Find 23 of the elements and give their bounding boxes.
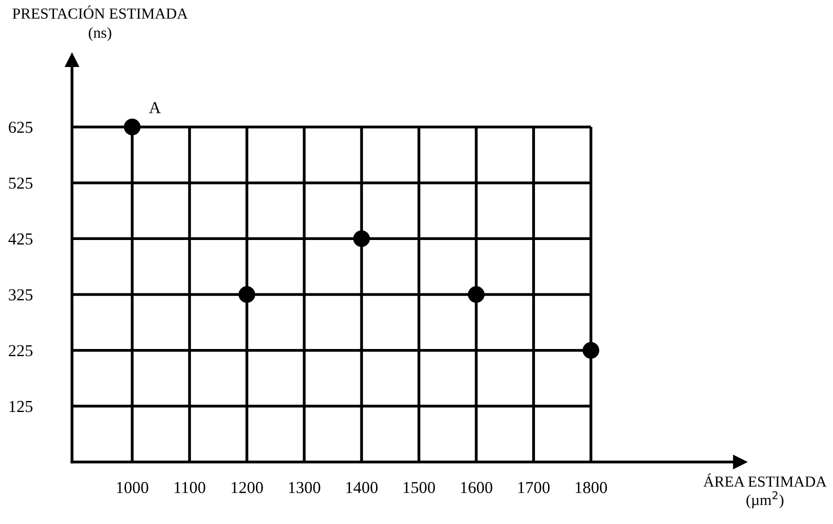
y-tick-label: 225 <box>8 345 32 356</box>
x-tick-label: 1000 <box>117 482 148 494</box>
y-tick-label: 125 <box>10 400 32 412</box>
x-tick-label: 1400 <box>346 482 378 494</box>
point <box>582 342 600 359</box>
x-tick-label: 1800 <box>576 482 607 494</box>
point <box>353 230 370 247</box>
x-tick-label: 1700 <box>518 482 550 494</box>
x-axis-title: ÁREA ESTIMADA (µm$^{2}$) <box>703 474 827 508</box>
x-tick-label: 1200 <box>232 482 263 494</box>
point <box>238 286 256 303</box>
x-tick-label: 1100 <box>174 482 206 494</box>
x-tick-label: 1600 <box>461 482 492 494</box>
x-tick-label: 1300 <box>289 482 320 494</box>
point <box>468 286 485 303</box>
y-tick-label: 425 <box>8 233 32 245</box>
point <box>124 118 141 136</box>
y-tick-label: 325 <box>8 289 32 300</box>
y-axis-title: PRESTACIÓN ESTIMADA (ns) <box>12 6 188 42</box>
annotation: A <box>149 102 161 114</box>
y-tick-label: 525 <box>9 178 32 189</box>
x-tick-label: 1500 <box>404 482 435 494</box>
y-tick-label: 625 <box>8 122 32 133</box>
